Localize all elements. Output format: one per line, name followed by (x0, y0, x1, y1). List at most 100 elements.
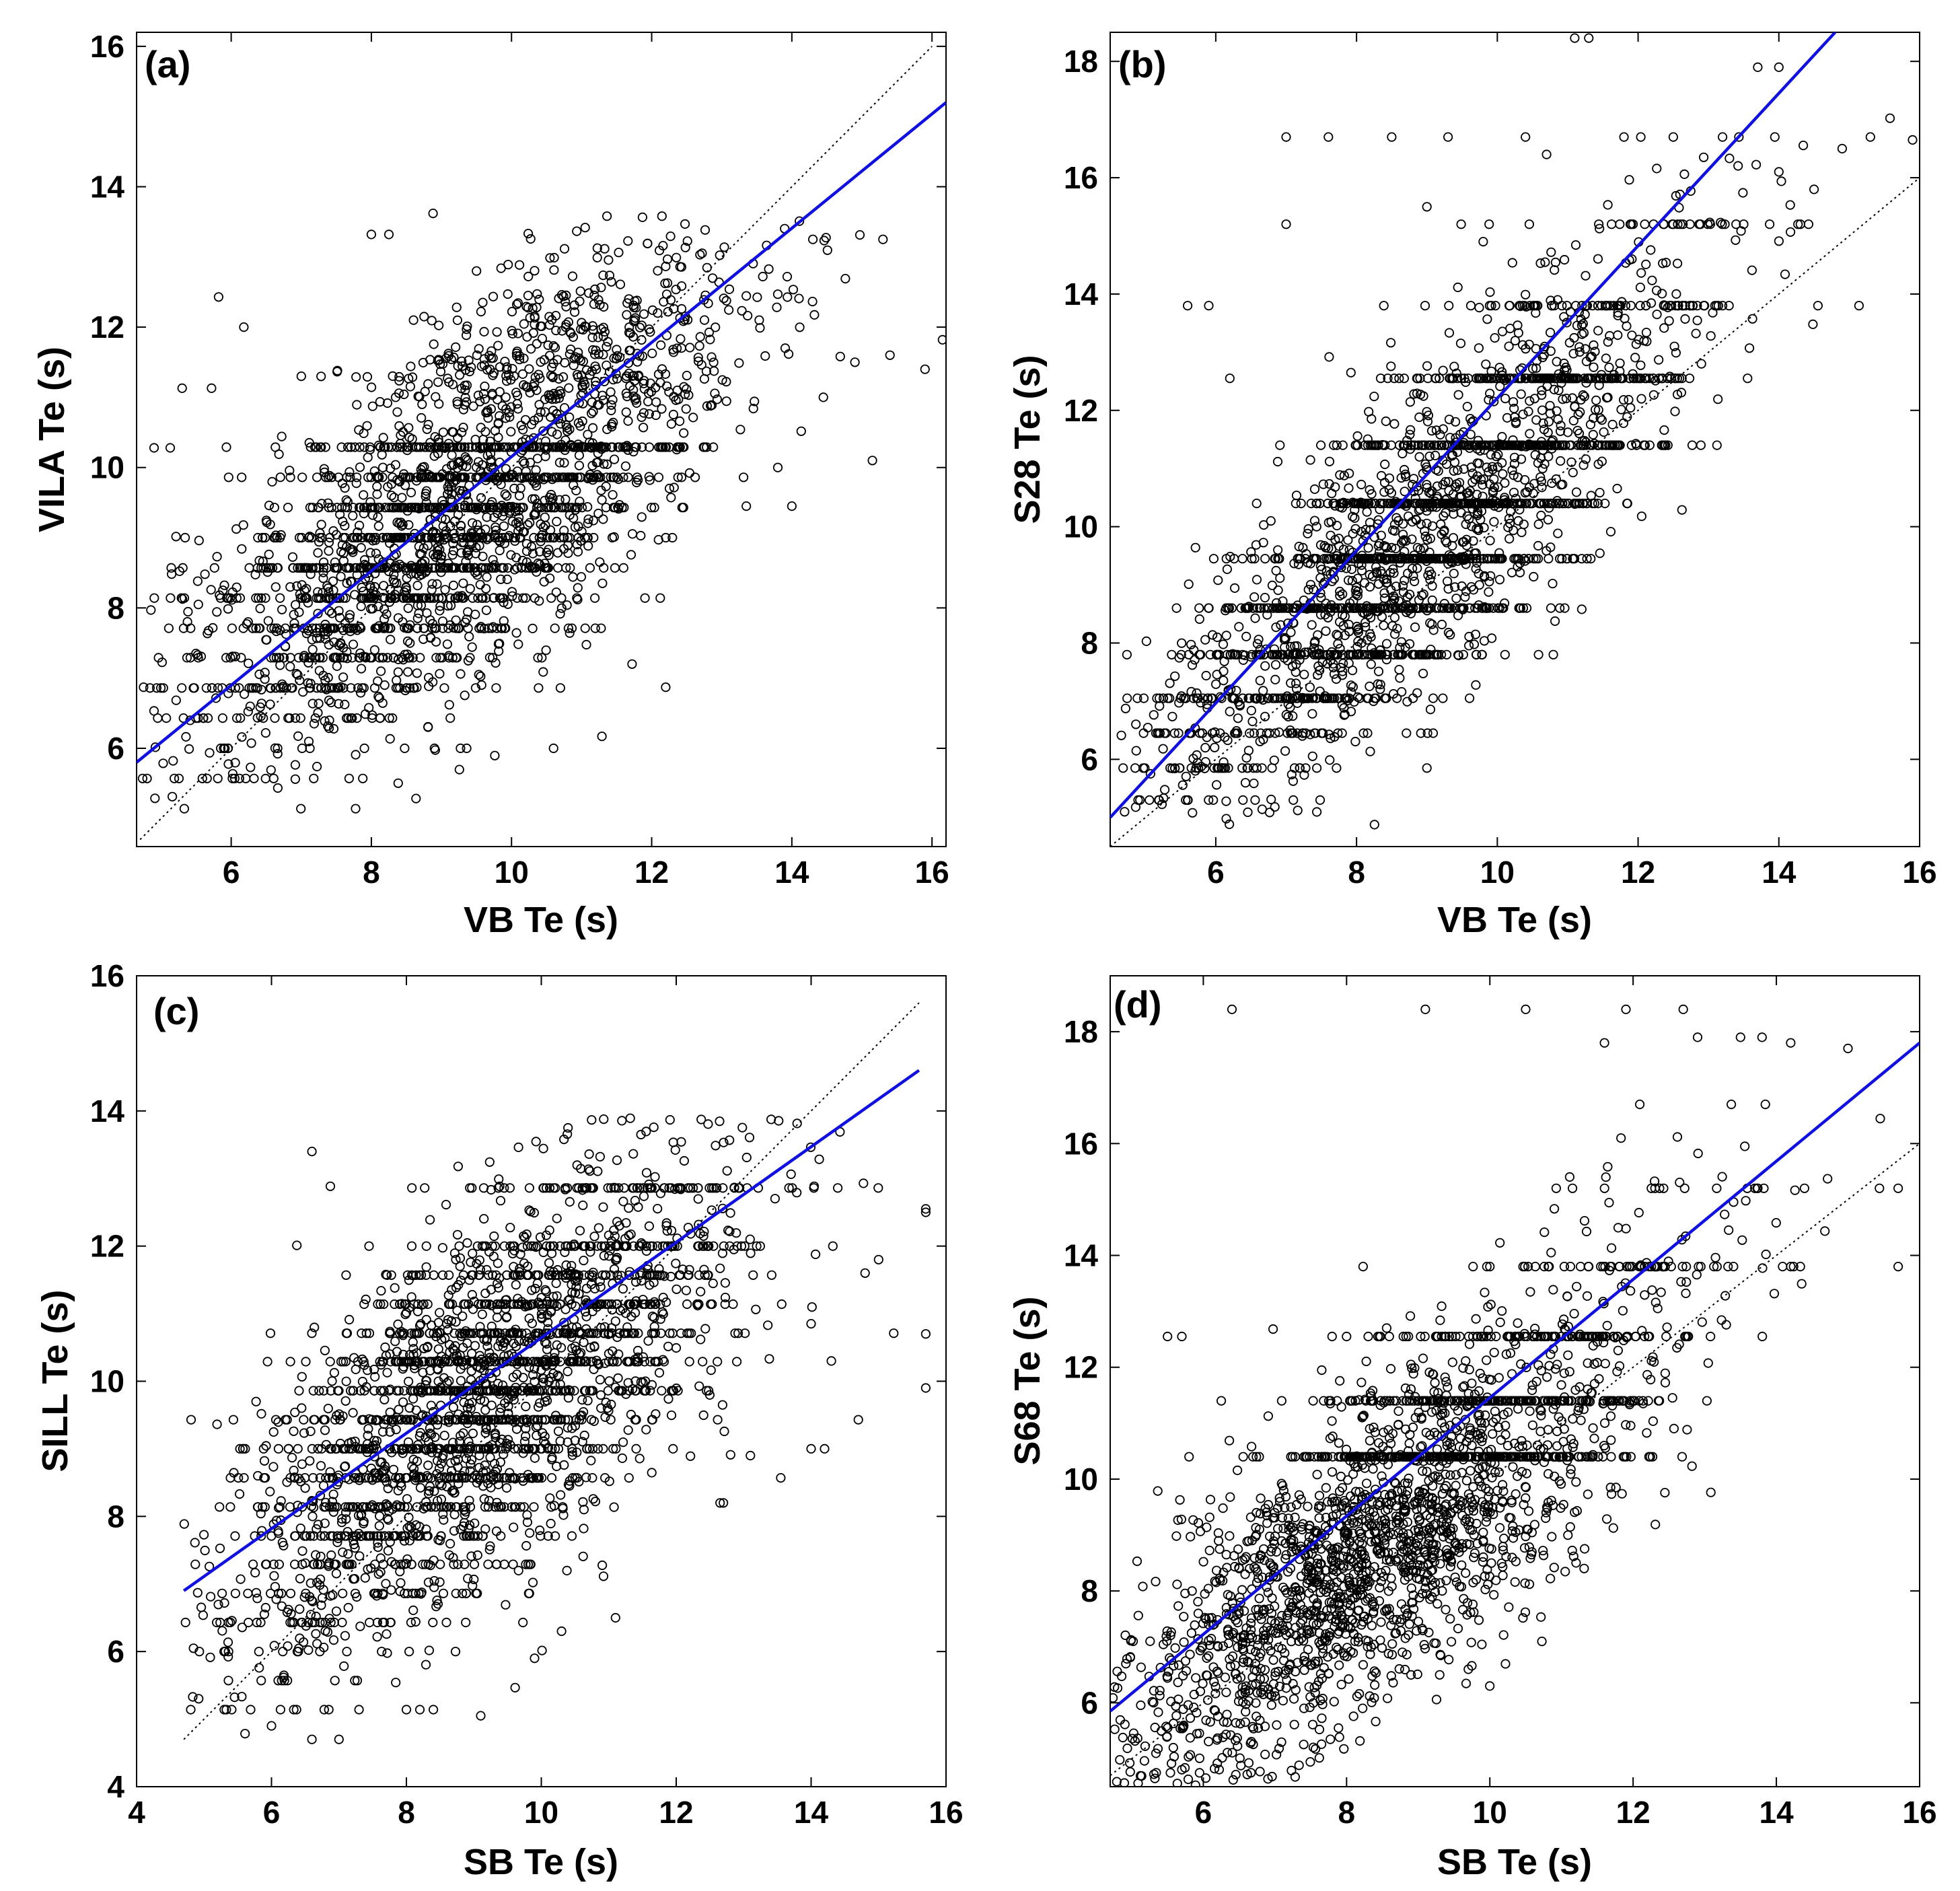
data-point (573, 503, 583, 513)
data-point (458, 532, 468, 543)
data-point (703, 298, 713, 308)
data-point (496, 574, 506, 584)
data-point (1318, 479, 1328, 489)
data-point (265, 699, 275, 709)
data-point (377, 653, 388, 663)
data-point (1803, 219, 1813, 229)
data-point (666, 493, 676, 503)
data-point (661, 261, 671, 271)
data-point (1589, 413, 1599, 423)
data-point (342, 497, 353, 507)
data-point (595, 557, 605, 567)
data-point (352, 625, 363, 635)
data-point (435, 367, 446, 377)
data-point (1210, 742, 1220, 752)
data-point (1442, 649, 1452, 659)
data-point (1451, 368, 1461, 378)
data-point (1484, 301, 1494, 311)
data-point (1664, 316, 1674, 326)
data-point (1648, 373, 1659, 384)
data-point (389, 493, 399, 503)
data-point (1422, 498, 1432, 509)
data-point (1173, 728, 1184, 738)
data-point (326, 503, 336, 513)
data-point (476, 593, 486, 603)
data-point (362, 371, 373, 382)
data-point (1414, 440, 1424, 450)
data-point (171, 532, 181, 542)
outlier-point (661, 682, 671, 692)
data-point (486, 455, 496, 465)
data-point (192, 576, 203, 586)
data-point (309, 773, 319, 783)
data-point (630, 296, 640, 306)
data-point (1626, 440, 1636, 450)
data-point (1426, 644, 1436, 655)
data-point (1595, 487, 1605, 498)
data-point (1537, 464, 1548, 474)
data-point (688, 413, 698, 423)
data-point (423, 672, 434, 683)
data-point (1305, 455, 1315, 465)
data-point (403, 563, 413, 573)
data-point (507, 591, 517, 601)
data-point (594, 400, 604, 410)
data-point (202, 773, 212, 783)
data-point (653, 266, 663, 276)
data-point (340, 532, 351, 543)
data-point (243, 617, 253, 627)
data-point (291, 668, 301, 679)
data-point (299, 563, 310, 573)
data-point (1249, 728, 1260, 738)
data-point (315, 633, 325, 643)
data-point (537, 653, 547, 663)
data-point (607, 532, 618, 543)
data-point (1673, 301, 1683, 311)
data-point (1348, 528, 1358, 539)
data-point (475, 579, 485, 590)
data-point (336, 571, 346, 581)
data-point (1720, 219, 1730, 229)
data-point (674, 394, 684, 404)
data-point (590, 284, 600, 294)
data-point (711, 322, 721, 332)
data-point (1356, 560, 1367, 570)
data-point (260, 773, 270, 784)
data-point (782, 271, 793, 282)
data-point (1381, 693, 1391, 703)
data-point (734, 358, 744, 368)
data-point (1518, 440, 1528, 450)
data-point (277, 431, 287, 441)
data-point (538, 667, 548, 677)
data-point (1192, 750, 1202, 760)
data-point (499, 598, 509, 608)
data-point (1398, 530, 1408, 540)
data-point (310, 442, 320, 452)
data-point (1428, 693, 1439, 703)
data-point (1455, 552, 1465, 563)
data-point (461, 557, 471, 567)
data-point (500, 357, 510, 367)
data-point (1513, 328, 1523, 338)
data-point (367, 401, 377, 411)
data-point (386, 491, 397, 501)
data-point (646, 503, 657, 513)
data-point (1616, 301, 1626, 311)
data-point (536, 407, 546, 417)
data-point (277, 604, 287, 614)
data-point (1259, 603, 1269, 613)
data-point (373, 691, 384, 702)
data-point (1361, 524, 1371, 535)
data-point (574, 460, 585, 470)
data-point (179, 593, 190, 603)
data-point (534, 400, 544, 410)
data-point (1562, 554, 1572, 564)
data-point (478, 503, 488, 513)
data-point (1513, 320, 1523, 330)
data-point (675, 313, 685, 323)
data-point (1360, 498, 1371, 509)
data-point (1612, 483, 1622, 494)
data-point (1513, 554, 1523, 564)
data-point (1379, 593, 1390, 604)
data-point (589, 299, 600, 309)
